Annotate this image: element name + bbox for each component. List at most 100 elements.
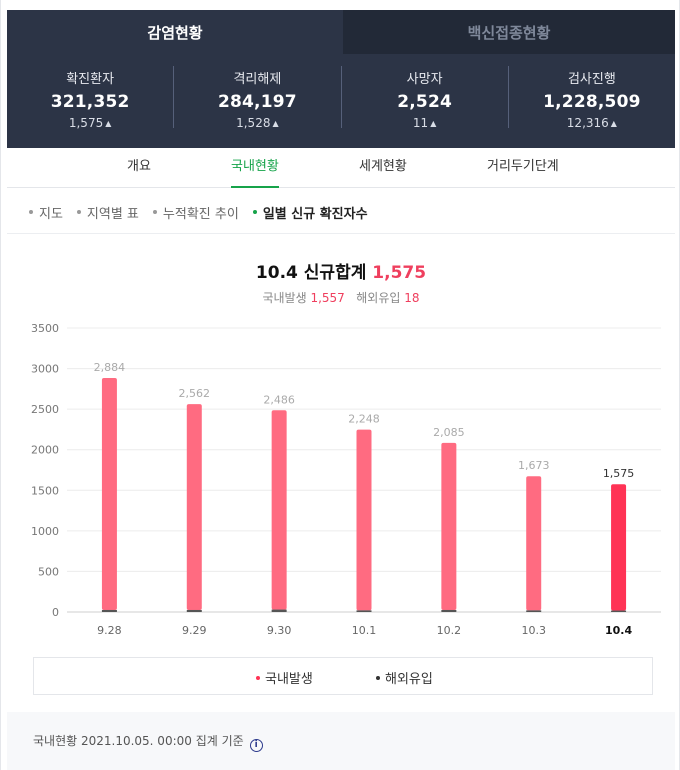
y-tick-label: 2000 — [31, 444, 59, 457]
stat-change: 1,575 ▲ — [7, 116, 173, 130]
legend-item-domestic[interactable]: 국내발생 — [256, 668, 313, 687]
chart-title-prefix: 10.4 신규합계 — [255, 263, 367, 283]
stat-confirmed: 확진환자 321,352 1,575 ▲ — [7, 66, 175, 130]
legend-label: 해외유입 — [385, 672, 433, 687]
y-tick-label: 1000 — [31, 525, 59, 538]
info-icon[interactable]: i — [249, 739, 263, 752]
bar-overseas — [271, 609, 287, 612]
y-tick-label: 1500 — [31, 484, 59, 497]
view-tab-region-table[interactable]: 지역별 표 — [76, 200, 139, 224]
stat-value: 1,228,509 — [543, 92, 641, 112]
chart-header: 10.4 신규합계 1,575 국내발생 1,557 해외유입 18 — [1, 258, 680, 306]
bullet-icon — [29, 210, 33, 214]
bar-domestic — [526, 476, 542, 611]
stat-change-value: 11 — [412, 116, 429, 130]
summary-panel: 감염현황 백신접종현황 확진환자 321,352 1,575 ▲ 격리해제 284… — [7, 10, 675, 148]
view-tab-label: 누적확진 추이 — [162, 206, 239, 222]
tab-infection-status[interactable]: 감염현황 — [7, 10, 343, 54]
stat-value: 321,352 — [50, 92, 130, 112]
bullet-icon — [76, 210, 81, 214]
up-arrow-icon: ▲ — [610, 119, 617, 128]
bar-overseas — [441, 609, 457, 612]
view-tab-label: 일별 신규 확진자수 — [262, 206, 368, 222]
bar-overseas — [186, 609, 202, 612]
stat-label: 격리해제 — [233, 72, 282, 87]
y-tick-label: 0 — [52, 606, 59, 619]
overseas-value: 18 — [404, 291, 420, 305]
up-arrow-icon: ▲ — [272, 119, 279, 128]
view-tab-label: 지도 — [39, 206, 63, 222]
x-tick-label: 10.2 — [437, 624, 462, 637]
tab-overview[interactable]: 개요 — [127, 159, 151, 174]
bar-domestic — [441, 442, 457, 610]
divider — [7, 233, 675, 234]
bar-domestic — [101, 377, 117, 610]
y-tick-label: 3500 — [31, 322, 59, 335]
chart-legend: 국내발생 해외유입 — [33, 657, 653, 695]
stat-change-value: 1,528 — [236, 116, 271, 130]
x-tick-label: 9.29 — [182, 624, 207, 637]
stat-change: 11 ▲ — [342, 116, 508, 130]
stat-change: 1,528 ▲ — [174, 116, 340, 130]
up-arrow-icon: ▲ — [430, 119, 437, 128]
bar-domestic — [356, 429, 372, 611]
bar-domestic — [611, 484, 627, 611]
tab-domestic[interactable]: 국내현황 — [231, 148, 279, 188]
overseas-label: 해외유입 — [356, 291, 401, 305]
bar-value-label: 2,248 — [348, 413, 380, 426]
bar-value-label: 2,884 — [94, 361, 126, 374]
stat-value: 2,524 — [397, 92, 453, 112]
view-tab-daily-new[interactable]: 일별 신규 확진자수 — [252, 200, 368, 224]
x-tick-label: 9.30 — [267, 624, 292, 637]
chart-subtitle: 국내발생 1,557 해외유입 18 — [1, 289, 680, 306]
legend-dot-icon — [376, 675, 380, 680]
bar-domestic — [186, 404, 202, 610]
stat-change-value: 12,316 — [566, 116, 609, 130]
legend-label: 국내발생 — [265, 672, 313, 687]
y-tick-label: 500 — [38, 565, 59, 578]
bullet-icon — [152, 210, 157, 214]
stat-value: 284,197 — [217, 92, 297, 112]
sub-tabs: 개요 국내현황 세계현황 거리두기단계 — [7, 148, 675, 188]
domestic-value: 1,557 — [310, 291, 345, 305]
tab-distancing-level[interactable]: 거리두기단계 — [487, 159, 559, 174]
stat-deaths: 사망자 2,524 11 ▲ — [342, 66, 509, 130]
legend-dot-icon — [256, 675, 260, 680]
stat-label: 사망자 — [406, 72, 443, 87]
stats-row: 확진환자 321,352 1,575 ▲ 격리해제 284,197 1,528 ▲ … — [7, 54, 675, 148]
tab-vaccination-status[interactable]: 백신접종현황 — [343, 10, 675, 54]
footer: 국내현황 2021.10.05. 00:00 집계 기준 i — [7, 712, 675, 770]
domestic-label: 국내발생 — [262, 291, 307, 305]
x-tick-label: 10.4 — [605, 624, 632, 637]
bar-overseas — [101, 609, 117, 612]
x-tick-label: 9.28 — [97, 624, 122, 637]
y-tick-label: 3000 — [31, 363, 59, 376]
top-tabs: 감염현황 백신접종현황 — [7, 10, 675, 54]
tab-world[interactable]: 세계현황 — [359, 159, 407, 174]
y-tick-label: 2500 — [31, 403, 59, 416]
stat-change: 12,316 ▲ — [509, 116, 675, 130]
bar-overseas — [356, 610, 372, 612]
bar-value-label: 2,085 — [433, 426, 465, 439]
view-tab-label: 지역별 표 — [86, 206, 139, 222]
stat-change-value: 1,575 — [68, 116, 104, 130]
view-tabs: 지도 지역별 표 누적확진 추이 일별 신규 확진자수 — [29, 200, 382, 224]
view-tab-map[interactable]: 지도 — [29, 200, 63, 224]
x-tick-label: 10.1 — [352, 624, 377, 637]
stat-label: 검사진행 — [567, 72, 616, 87]
stat-released: 격리해제 284,197 1,528 ▲ — [174, 66, 342, 130]
chart-title: 10.4 신규합계 1,575 — [1, 258, 680, 283]
bar-overseas — [526, 610, 542, 612]
bar-value-label: 2,486 — [263, 393, 295, 406]
bullet-icon — [252, 210, 257, 214]
x-tick-label: 10.3 — [521, 624, 546, 637]
stat-label: 확진환자 — [66, 72, 115, 87]
chart-title-total: 1,575 — [372, 263, 427, 283]
legend-item-overseas[interactable]: 해외유입 — [376, 668, 433, 687]
bar-value-label: 1,673 — [518, 459, 550, 472]
footer-text: 국내현황 2021.10.05. 00:00 집계 기준 — [33, 734, 244, 748]
bar-domestic — [271, 410, 287, 610]
bar-value-label: 1,575 — [603, 467, 635, 480]
view-tab-cumulative-trend[interactable]: 누적확진 추이 — [152, 200, 239, 224]
